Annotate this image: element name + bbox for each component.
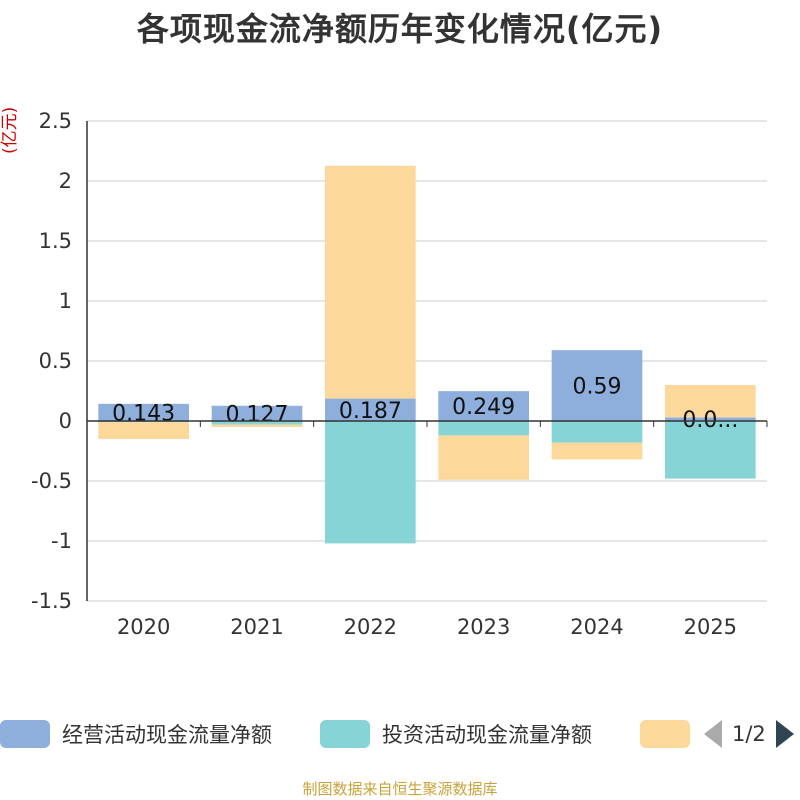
bar-financing-2020 <box>98 422 189 439</box>
bar-financing-2022 <box>325 165 416 399</box>
data-label: 0.127 <box>226 402 289 427</box>
x-tick-label: 2024 <box>570 615 623 639</box>
bar-investing-2021 <box>211 421 303 425</box>
data-label: 0.187 <box>339 399 402 424</box>
bar-financing-2023 <box>438 435 529 480</box>
y-tick-label: 2.5 <box>39 109 72 133</box>
y-tick-label: -1.5 <box>31 589 72 613</box>
y-tick-label: 1.5 <box>39 229 72 253</box>
data-label: 0.143 <box>112 401 175 426</box>
bar-investing-2024 <box>551 421 643 443</box>
bar-operating-2021 <box>211 405 303 421</box>
bar-financing-2025 <box>665 385 756 418</box>
legend: 经营活动现金流量净额 投资活动现金流量净额 1/2 <box>0 716 800 756</box>
chart-title: 各项现金流净额历年变化情况(亿元) <box>136 10 664 48</box>
y-tick-label: 2 <box>59 169 72 193</box>
legend-swatch-operating <box>0 720 50 748</box>
data-label: 0.249 <box>452 395 515 420</box>
legend-label-operating: 经营活动现金流量净额 <box>62 723 272 747</box>
legend-swatch-investing <box>320 720 370 748</box>
x-tick-label: 2020 <box>117 615 170 639</box>
legend-prev-page-icon[interactable] <box>704 720 722 748</box>
x-tick-label: 2021 <box>230 615 283 639</box>
legend-label-investing: 投资活动现金流量净额 <box>382 723 592 747</box>
cash-flow-chart: 2.5 2 1.5 1 0.5 0 -0.5 -1 -1.5 2020 2021 2022 2023 20… <box>31 109 768 639</box>
legend-item-investing[interactable]: 投资活动现金流量净额 <box>320 716 592 752</box>
data-source-note: 制图数据来自恒生聚源数据库 <box>302 780 498 798</box>
legend-pager: 1/2 <box>704 716 794 752</box>
bar-operating-2022 <box>325 398 416 421</box>
y-tick-label: 1 <box>59 289 72 313</box>
bar-operating-2025 <box>665 417 756 421</box>
x-tick-label: 2022 <box>344 615 397 639</box>
data-label: 0.59 <box>573 375 622 400</box>
legend-page-indicator: 1/2 <box>732 722 766 746</box>
x-tick-label: 2025 <box>684 615 737 639</box>
bar-investing-2022 <box>325 421 416 544</box>
bar-operating-2023 <box>438 391 529 421</box>
y-tick-label: -0.5 <box>31 469 72 493</box>
bar-investing-2023 <box>438 421 529 436</box>
bar-financing-2024 <box>551 442 643 460</box>
legend-item-financing[interactable] <box>640 716 702 752</box>
y-tick-label: 0.5 <box>39 349 72 373</box>
x-tick-label: 2023 <box>457 615 510 639</box>
y-tick-label: 0 <box>59 409 72 433</box>
legend-item-operating[interactable]: 经营活动现金流量净额 <box>0 716 272 752</box>
bar-investing-2025 <box>665 421 756 479</box>
bar-operating-2024 <box>551 350 643 421</box>
legend-swatch-financing <box>640 720 690 748</box>
bar-operating-2020 <box>98 403 189 421</box>
legend-next-page-icon[interactable] <box>775 720 794 748</box>
y-tick-label: -1 <box>51 529 72 553</box>
bar-financing-2021 <box>211 424 303 427</box>
